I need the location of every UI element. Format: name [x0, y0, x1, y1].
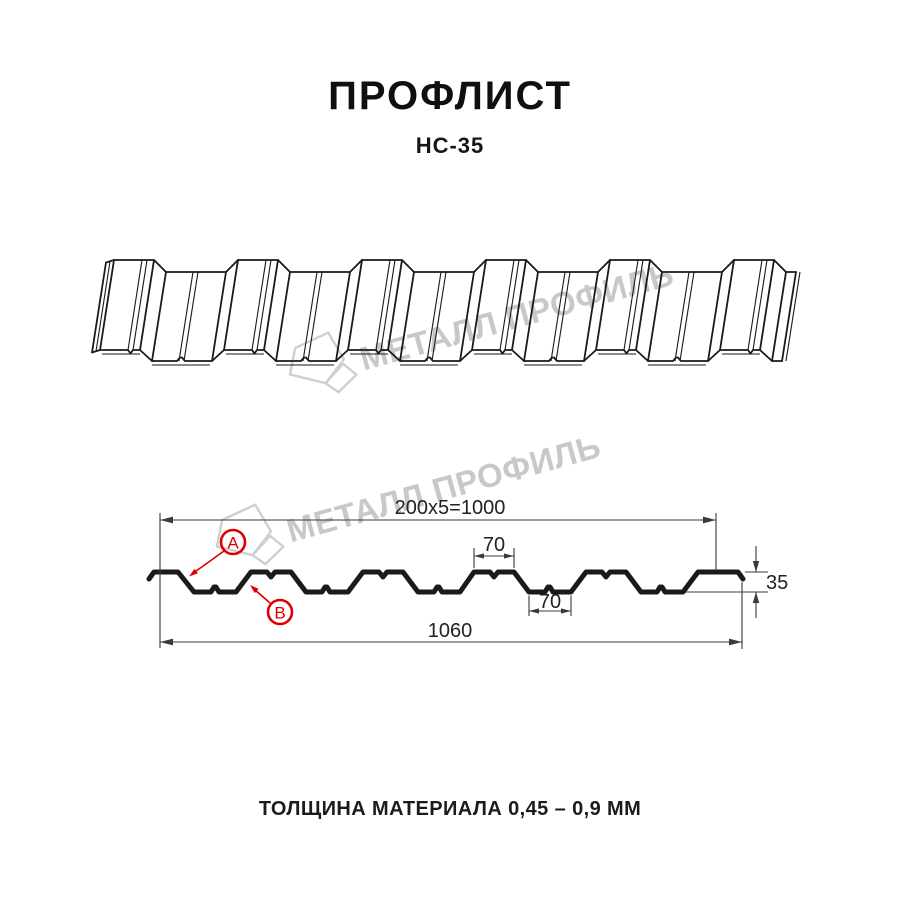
- material-thickness-note: ТОЛЩИНА МАТЕРИАЛА 0,45 – 0,9 ММ: [258, 798, 642, 820]
- watermark-bottom: МЕТАЛЛ ПРОФИЛЬ: [215, 427, 605, 566]
- callout-a-letter: А: [227, 534, 239, 553]
- product-code: НС-35: [415, 133, 485, 158]
- profile-3d-view: [91, 259, 801, 366]
- dimension-crest-width-label: 70: [483, 534, 505, 556]
- cross-section-drawing: 200x5=1000 70 70 35: [146, 497, 788, 649]
- dimension-total-width-label: 1060: [428, 620, 473, 642]
- dimension-height-label: 35: [766, 572, 788, 594]
- callout-a: А: [189, 528, 247, 577]
- metall-profil-logo-icon: [288, 331, 358, 394]
- dimension-crest-width: 70: [473, 534, 515, 568]
- callout-b: В: [250, 585, 294, 626]
- dimension-height: 35: [686, 546, 788, 618]
- page-title: ПРОФЛИСТ: [328, 74, 572, 118]
- dimension-valley-width-label: 70: [539, 591, 561, 613]
- dimension-coverage-label: 200x5=1000: [395, 497, 506, 519]
- metall-profil-logo-icon: [215, 503, 285, 566]
- watermark-text: МЕТАЛЛ ПРОФИЛЬ: [283, 427, 605, 549]
- dimension-total-width: 1060: [160, 582, 743, 649]
- dimension-coverage: 200x5=1000: [159, 497, 717, 648]
- cross-section-profile: [146, 569, 746, 595]
- dimension-valley-width: 70: [528, 591, 572, 616]
- callout-b-letter: В: [274, 604, 285, 623]
